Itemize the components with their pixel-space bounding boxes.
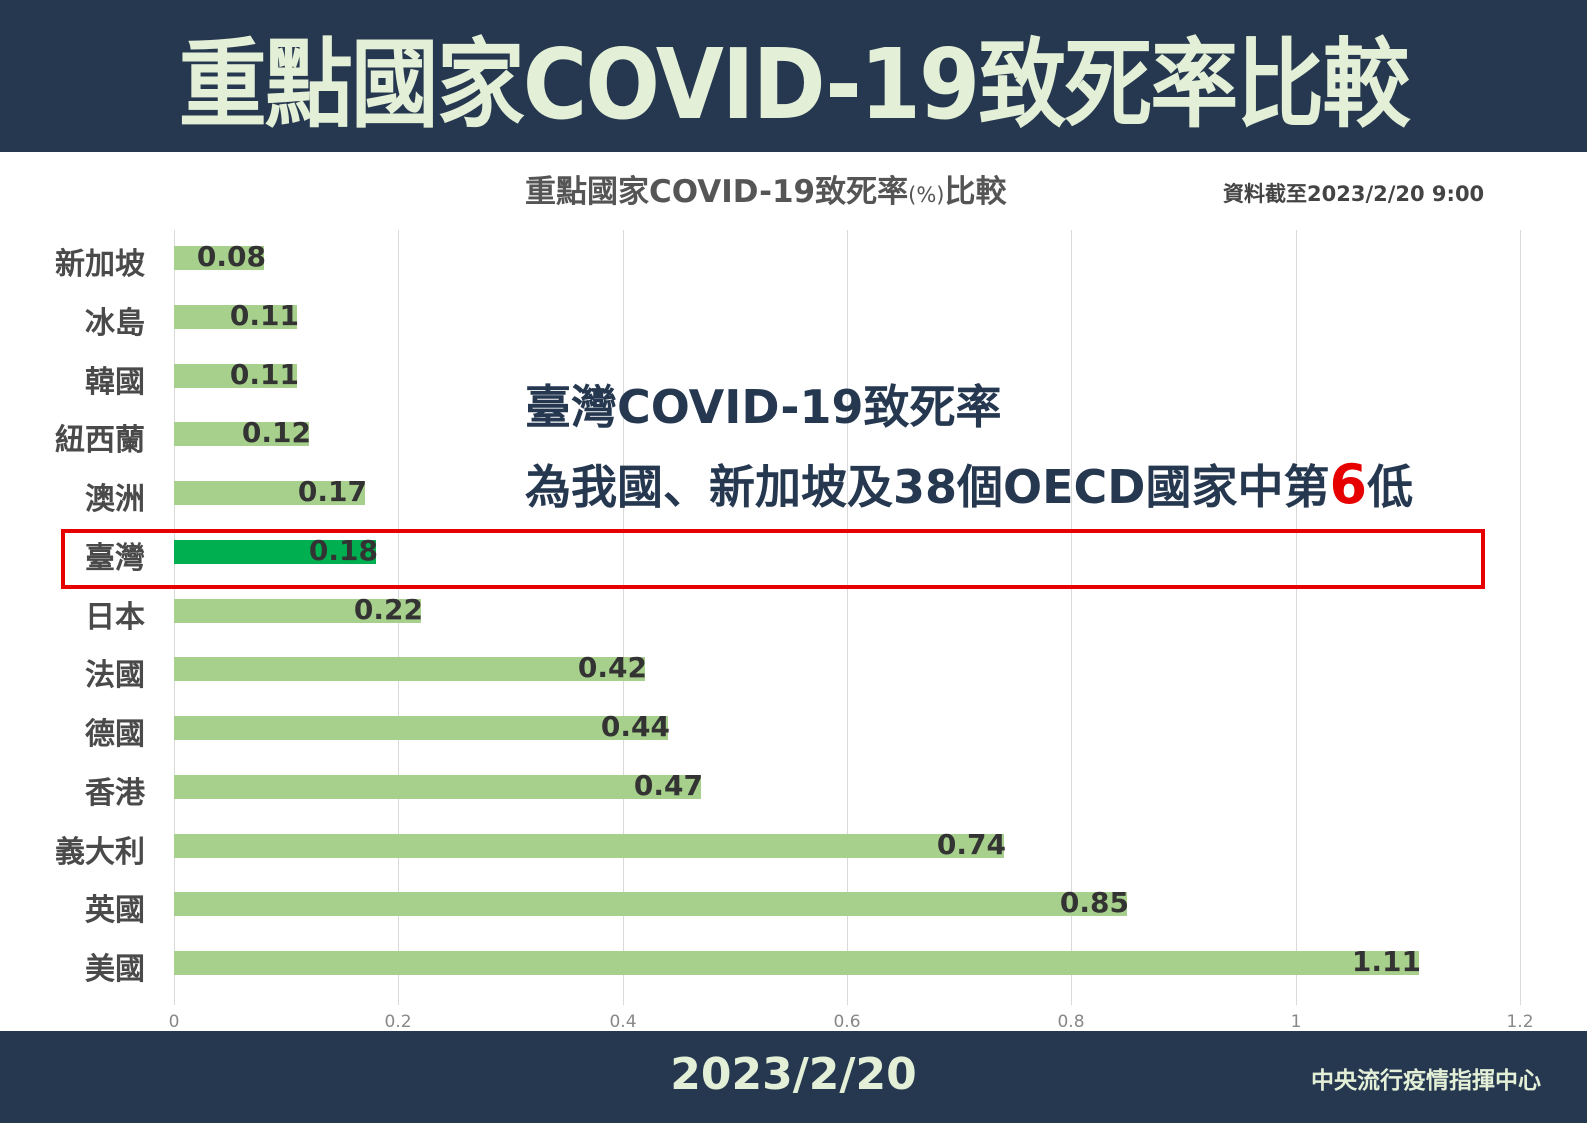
gridline	[1071, 230, 1072, 1005]
bar-value-label: 0.17	[297, 475, 367, 508]
bar-row: 紐西蘭 0.12	[0, 416, 1587, 458]
bar-row: 韓國 0.11	[0, 358, 1587, 400]
callout-line-2-prefix: 為我國、新加坡及38個OECD國家中第	[525, 460, 1330, 514]
x-axis-tick-label: 0	[168, 1012, 180, 1032]
callout-line-2: 為我國、新加坡及38個OECD國家中第6低	[525, 446, 1413, 526]
bar-value-label: 0.85	[1059, 886, 1129, 919]
bar-value-label: 0.44	[600, 710, 670, 743]
highlighted-bar: 0.18	[174, 534, 378, 567]
bar-row: 香港 0.47	[0, 769, 1587, 811]
bar-row: 新加坡 0.08	[0, 240, 1587, 282]
bar: 0.42	[174, 651, 647, 684]
bar-value-label: 1.11	[1351, 945, 1421, 978]
callout-line-2-suffix: 低	[1367, 460, 1414, 514]
callout-annotation: 臺灣COVID-19致死率 為我國、新加坡及38個OECD國家中第6低	[525, 368, 1413, 526]
footer-date: 2023/2/20	[670, 1049, 917, 1100]
bar-row: 法國 0.42	[0, 651, 1587, 693]
x-axis-tick-label: 0.2	[384, 1012, 412, 1032]
bar: 0.47	[174, 769, 703, 802]
bar-value-label: 0.11	[229, 358, 299, 391]
bar: 0.08	[174, 240, 266, 273]
bar: 0.85	[174, 886, 1129, 919]
bar-value-label: 0.42	[577, 651, 647, 684]
gridline	[623, 230, 624, 1005]
category-label: 德國	[85, 717, 145, 752]
category-label: 紐西蘭	[55, 423, 145, 458]
category-label: 美國	[85, 952, 145, 987]
bar: 0.17	[174, 475, 367, 508]
page-title: 重點國家COVID-19致死率比較	[178, 27, 1411, 141]
bar: 0.12	[174, 416, 311, 449]
bar: 0.11	[174, 299, 299, 332]
x-axis-tick-label: 0.6	[833, 1012, 861, 1032]
bar-value-label: 0.74	[936, 828, 1006, 861]
x-axis-tick-label: 0.4	[609, 1012, 637, 1032]
bar-row: 德國 0.44	[0, 710, 1587, 752]
category-label: 韓國	[85, 365, 145, 400]
category-label: 法國	[85, 658, 145, 693]
bar-row: 英國 0.85	[0, 886, 1587, 928]
callout-line-1: 臺灣COVID-19致死率	[525, 380, 1002, 434]
bar-row: 澳洲 0.17	[0, 475, 1587, 517]
footer-organization: 中央流行疫情指揮中心	[1311, 1068, 1541, 1094]
bar-value-label: 0.18	[308, 534, 378, 567]
category-label: 香港	[85, 776, 145, 811]
chart-title-unit: (%)	[908, 183, 945, 207]
bar-value-label: 0.11	[229, 299, 299, 332]
bar: 0.44	[174, 710, 670, 743]
bar: 1.11	[174, 945, 1421, 978]
gridline	[1520, 230, 1521, 1005]
bar-row: 美國 1.11	[0, 945, 1587, 987]
bar-row: 日本 0.22	[0, 593, 1587, 635]
x-axis-tick-label: 1.2	[1506, 1012, 1534, 1032]
bar: 0.74	[174, 828, 1006, 861]
bar-value-label: 0.08	[196, 240, 266, 273]
header-banner: 重點國家COVID-19致死率比較	[0, 0, 1587, 152]
gridline	[847, 230, 848, 1005]
bar: 0.11	[174, 358, 299, 391]
taiwan-highlight-box	[61, 529, 1485, 589]
chart-title-main: 重點國家COVID-19致死率	[525, 174, 909, 210]
category-label: 臺灣	[85, 541, 145, 576]
gridline	[1296, 230, 1297, 1005]
bar-value-label: 0.22	[353, 593, 423, 626]
bar-value-label: 0.12	[241, 416, 311, 449]
category-label: 冰島	[85, 306, 145, 341]
bar-row: 義大利 0.74	[0, 828, 1587, 870]
chart-title-suffix: 比較	[944, 174, 1007, 210]
callout-rank: 6	[1329, 453, 1368, 516]
category-label: 英國	[85, 893, 145, 928]
bar-value-label: 0.47	[633, 769, 703, 802]
category-label: 義大利	[55, 835, 145, 870]
bar: 0.22	[174, 593, 423, 626]
x-axis-tick-label: 1	[1290, 1012, 1302, 1032]
bar-row: 臺灣 0.18	[0, 534, 1587, 576]
category-label: 新加坡	[55, 247, 145, 282]
category-label: 澳洲	[85, 482, 145, 517]
footer-banner: 2023/2/20 中央流行疫情指揮中心	[0, 1031, 1587, 1123]
chart-title: 重點國家COVID-19致死率(%)比較	[525, 166, 1006, 211]
bar-row: 冰島 0.11	[0, 299, 1587, 341]
category-label: 日本	[85, 600, 145, 635]
data-as-of-timestamp: 資料截至2023/2/20 9:00	[1223, 182, 1485, 206]
x-axis-tick-label: 0.8	[1057, 1012, 1085, 1032]
